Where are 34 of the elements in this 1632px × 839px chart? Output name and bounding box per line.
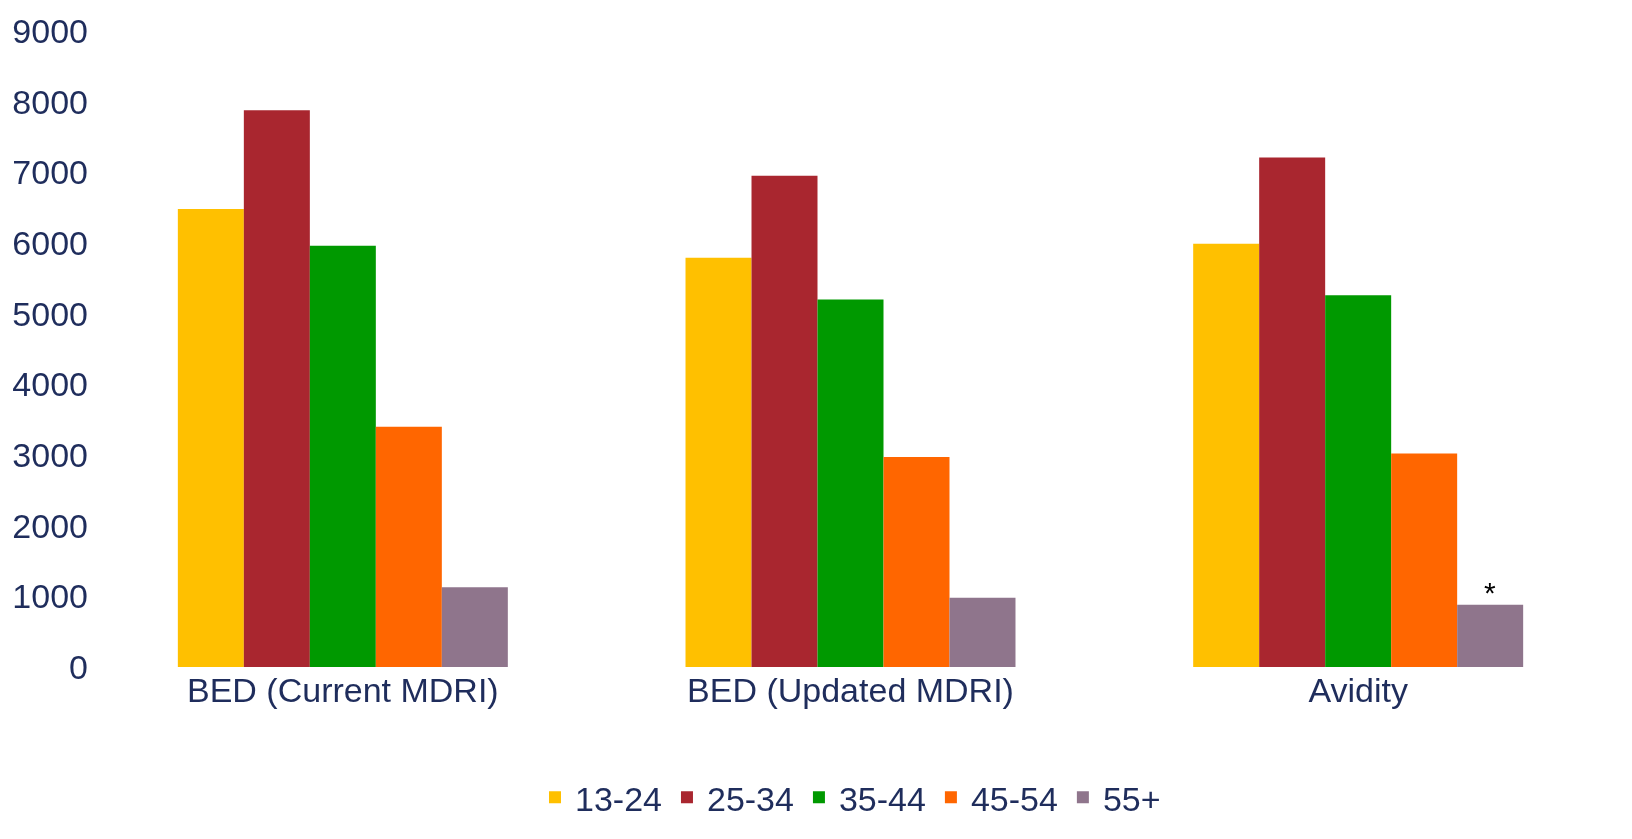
x-tick-label: BED (Updated MDRI) bbox=[687, 671, 1014, 709]
bar bbox=[309, 245, 376, 667]
y-tick-label: 6000 bbox=[12, 223, 88, 262]
bar bbox=[1391, 453, 1458, 667]
bar bbox=[817, 299, 884, 667]
legend-label: 25-34 bbox=[706, 779, 794, 818]
y-tick-label: 0 bbox=[69, 647, 88, 686]
y-tick-label: 4000 bbox=[12, 365, 88, 404]
legend-label: 13-24 bbox=[575, 779, 662, 818]
x-tick-label: Avidity bbox=[1308, 671, 1408, 709]
y-tick-label: 8000 bbox=[12, 82, 88, 121]
annotation: * bbox=[1484, 576, 1496, 609]
x-tick-label: BED (Current MDRI) bbox=[186, 671, 499, 709]
bar bbox=[949, 597, 1016, 667]
bar bbox=[685, 257, 752, 667]
bar bbox=[177, 209, 244, 667]
bar bbox=[1259, 157, 1326, 667]
y-tick-label: 3000 bbox=[12, 435, 88, 474]
bar bbox=[375, 426, 442, 667]
y-tick-label: 2000 bbox=[12, 506, 88, 545]
legend-label: 55+ bbox=[1102, 779, 1161, 818]
bar bbox=[1457, 604, 1524, 667]
y-tick-label: 9000 bbox=[12, 11, 88, 50]
bar bbox=[243, 110, 310, 667]
legend-label: 45-54 bbox=[970, 779, 1058, 818]
bar bbox=[1193, 243, 1260, 667]
bar bbox=[441, 587, 508, 667]
bar bbox=[883, 457, 950, 667]
y-tick-label: 1000 bbox=[12, 577, 88, 616]
y-tick-label: 7000 bbox=[12, 153, 88, 192]
bar bbox=[751, 175, 818, 667]
bar bbox=[1325, 295, 1392, 667]
y-tick-label: 5000 bbox=[12, 294, 88, 333]
legend-label: 35-44 bbox=[838, 779, 926, 818]
